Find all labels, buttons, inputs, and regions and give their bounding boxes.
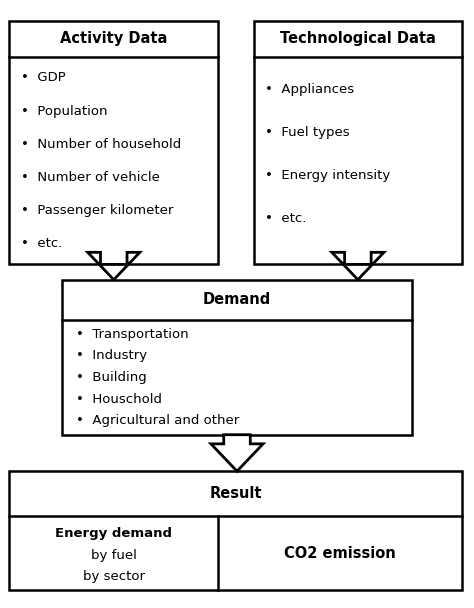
Text: •  Transportation: • Transportation xyxy=(76,328,189,340)
Text: •  Building: • Building xyxy=(76,371,146,384)
Polygon shape xyxy=(332,252,384,280)
Bar xyxy=(9,21,218,264)
Text: Activity Data: Activity Data xyxy=(60,32,167,46)
Text: by fuel: by fuel xyxy=(91,550,137,562)
Text: •  Industry: • Industry xyxy=(76,349,147,362)
Bar xyxy=(254,21,462,264)
Text: Technological Data: Technological Data xyxy=(280,32,436,46)
Text: •  Passenger kilometer: • Passenger kilometer xyxy=(21,204,173,216)
Polygon shape xyxy=(88,252,140,280)
Text: Result: Result xyxy=(210,486,262,501)
Text: •  Number of vehicle: • Number of vehicle xyxy=(21,170,160,184)
Text: •  Number of household: • Number of household xyxy=(21,137,182,151)
Text: Demand: Demand xyxy=(203,292,271,307)
Text: •  Population: • Population xyxy=(21,105,108,117)
Text: by sector: by sector xyxy=(82,570,145,583)
Text: CO2 emission: CO2 emission xyxy=(284,545,396,561)
Text: Energy demand: Energy demand xyxy=(55,527,172,541)
Text: •  Energy intensity: • Energy intensity xyxy=(265,169,391,182)
Text: •  GDP: • GDP xyxy=(21,72,66,85)
Text: •  Agricultural and other: • Agricultural and other xyxy=(76,414,239,427)
Text: •  Fuel types: • Fuel types xyxy=(265,126,350,139)
Polygon shape xyxy=(211,435,263,471)
Text: •  Houschold: • Houschold xyxy=(76,393,162,406)
Bar xyxy=(62,280,412,435)
Bar xyxy=(9,471,462,590)
Text: •  Appliances: • Appliances xyxy=(265,83,355,95)
Text: •  etc.: • etc. xyxy=(21,237,63,249)
Text: •  etc.: • etc. xyxy=(265,212,307,226)
